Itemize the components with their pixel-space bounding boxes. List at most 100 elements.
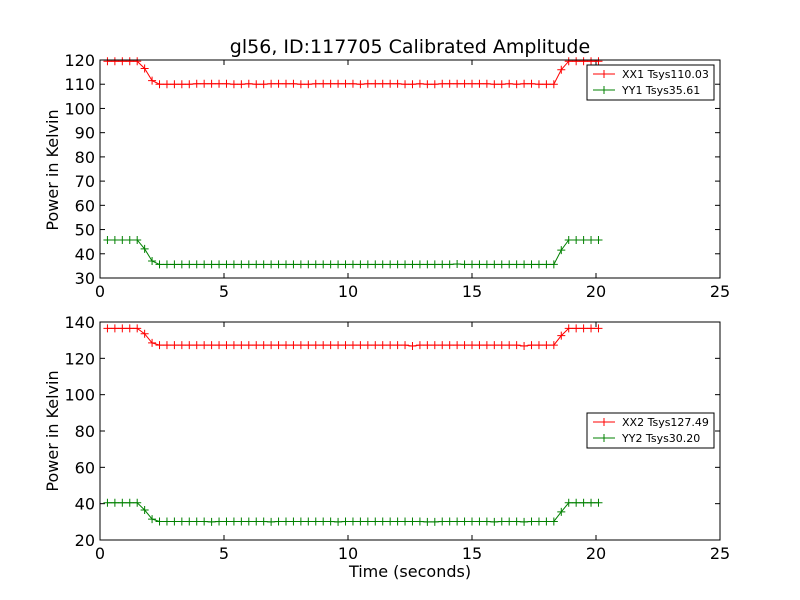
x-tick-label: 20	[586, 544, 606, 563]
bottom-series-group	[103, 324, 603, 526]
data-point-marker	[520, 79, 529, 88]
y-tick-label: 110	[64, 75, 95, 94]
data-point-marker	[110, 498, 119, 507]
y-tick-label: 60	[75, 458, 95, 477]
data-point-marker	[259, 80, 268, 89]
data-point-marker	[527, 79, 536, 88]
data-point-marker	[125, 57, 134, 66]
data-point-marker	[215, 341, 224, 350]
data-point-marker	[110, 324, 119, 333]
data-point-marker	[289, 260, 298, 269]
data-point-marker	[460, 260, 469, 269]
data-point-marker	[453, 259, 462, 268]
data-point-marker	[363, 260, 372, 269]
data-point-marker	[490, 80, 499, 89]
data-point-marker	[140, 64, 149, 73]
data-point-marker	[594, 498, 603, 507]
data-point-marker	[103, 498, 112, 507]
data-point-marker	[207, 341, 216, 350]
data-point-marker	[371, 79, 380, 88]
data-point-marker	[386, 341, 395, 350]
data-point-marker	[356, 341, 365, 350]
data-point-marker	[482, 517, 491, 526]
data-point-marker	[438, 79, 447, 88]
data-point-marker	[393, 341, 402, 350]
data-point-marker	[237, 260, 246, 269]
data-point-marker	[549, 260, 558, 269]
x-tick-label: 15	[462, 282, 482, 301]
data-point-marker	[587, 324, 596, 333]
data-point-marker	[542, 80, 551, 89]
data-point-marker	[348, 260, 357, 269]
x-tick-label: 10	[338, 544, 358, 563]
legend-swatch-marker	[600, 70, 608, 78]
legend-box	[586, 64, 715, 101]
data-point-marker	[170, 517, 179, 526]
data-point-marker	[386, 517, 395, 526]
data-point-marker	[222, 517, 231, 526]
data-point-marker	[549, 517, 558, 526]
data-point-marker	[296, 341, 305, 350]
y-tick-label: 20	[75, 531, 95, 550]
data-point-marker	[408, 517, 417, 526]
data-point-marker	[296, 517, 305, 526]
data-point-marker	[304, 260, 313, 269]
data-point-marker	[282, 517, 290, 526]
y-tick-label: 40	[75, 245, 95, 264]
data-point-marker	[579, 498, 588, 507]
data-point-marker	[282, 341, 290, 350]
data-point-marker	[185, 517, 194, 526]
data-point-marker	[475, 517, 484, 526]
data-point-marker	[393, 260, 402, 269]
data-point-marker	[572, 324, 581, 333]
data-point-marker	[371, 341, 380, 350]
data-point-marker	[363, 517, 372, 526]
data-point-marker	[140, 506, 149, 515]
data-point-marker	[401, 80, 410, 89]
bottom-legend: XX2 Tsys127.49 YY2 Tsys30.20	[586, 412, 715, 449]
data-point-marker	[572, 235, 581, 244]
data-point-marker	[319, 341, 328, 350]
data-point-marker	[215, 79, 224, 88]
data-point-marker	[520, 341, 529, 350]
y-tick-label: 50	[75, 221, 95, 240]
data-point-marker	[237, 341, 246, 350]
data-point-marker	[423, 80, 432, 89]
data-point-marker	[482, 260, 491, 269]
data-point-marker	[378, 517, 387, 526]
data-point-marker	[334, 517, 343, 526]
data-point-marker	[579, 235, 588, 244]
data-point-marker	[482, 341, 491, 350]
data-point-marker	[326, 517, 335, 526]
data-point-marker	[148, 338, 157, 347]
data-point-marker	[162, 517, 171, 526]
data-point-marker	[527, 517, 536, 526]
data-point-marker	[341, 260, 350, 269]
data-point-marker	[386, 260, 395, 269]
data-point-marker	[430, 341, 439, 350]
data-point-marker	[125, 235, 134, 244]
data-point-marker	[296, 80, 305, 89]
data-point-marker	[304, 517, 313, 526]
data-point-marker	[497, 517, 506, 526]
data-point-marker	[289, 341, 298, 350]
data-point-marker	[162, 341, 171, 350]
data-point-marker	[579, 324, 588, 333]
data-point-marker	[401, 341, 410, 350]
data-point-marker	[534, 80, 543, 89]
data-point-marker	[103, 57, 112, 66]
data-point-marker	[311, 341, 320, 350]
data-point-marker	[527, 341, 536, 350]
data-point-marker	[423, 341, 432, 350]
data-point-marker	[229, 80, 238, 89]
data-point-marker	[155, 80, 164, 89]
data-point-marker	[341, 79, 350, 88]
data-point-marker	[460, 79, 469, 88]
data-point-marker	[348, 79, 357, 88]
data-point-marker	[229, 341, 238, 350]
legend-swatch-marker	[600, 418, 608, 426]
data-point-marker	[438, 260, 447, 269]
data-point-marker	[244, 79, 253, 88]
top-subplot: gl56, ID:117705 Calibrated Amplitude Pow…	[43, 36, 730, 301]
